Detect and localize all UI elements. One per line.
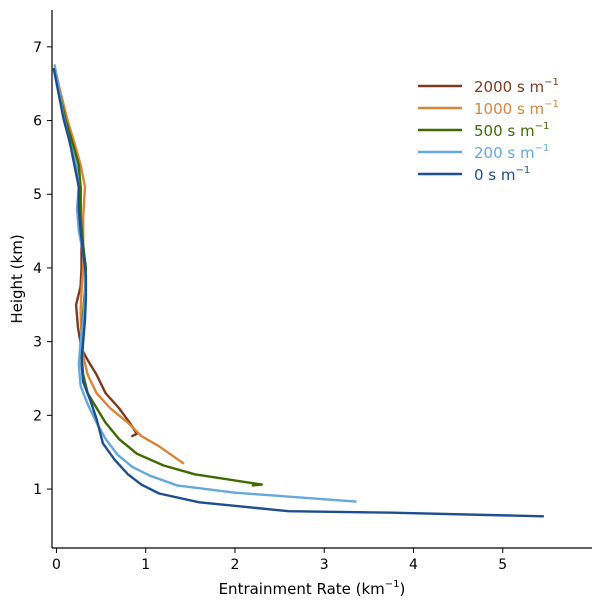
x-tick-label: 1 bbox=[141, 557, 150, 573]
y-tick-label: 1 bbox=[33, 482, 42, 498]
x-tick-label: 5 bbox=[498, 557, 507, 573]
legend-label-superscript: −1 bbox=[516, 165, 531, 176]
x-tick-label: 0 bbox=[52, 557, 61, 573]
legend-label-text: 0 s m bbox=[474, 166, 516, 184]
legend-label-text: 200 s m bbox=[474, 144, 535, 162]
y-tick-label: 3 bbox=[33, 335, 42, 351]
y-tick-label: 2 bbox=[33, 408, 42, 424]
legend-label-1: 1000 s m−1 bbox=[474, 99, 559, 118]
x-axis-label: Entrainment Rate (km−1) bbox=[219, 579, 406, 598]
legend-label-3: 200 s m−1 bbox=[474, 143, 549, 162]
legend-label-4: 0 s m−1 bbox=[474, 165, 530, 184]
legend-label-text: 1000 s m bbox=[474, 100, 544, 118]
legend-label-text: 2000 s m bbox=[474, 78, 544, 96]
series-lines bbox=[52, 64, 545, 518]
x-axis-label-main: Entrainment Rate (km bbox=[219, 580, 385, 598]
x-axis-label-end: ) bbox=[400, 580, 406, 598]
y-axis-label: Height (km) bbox=[8, 234, 26, 323]
y-tick-label: 5 bbox=[33, 187, 42, 203]
series-line-4 bbox=[52, 67, 545, 518]
x-tick-label: 3 bbox=[320, 557, 329, 573]
x-axis-label-superscript: −1 bbox=[385, 579, 400, 590]
y-tick-label: 4 bbox=[33, 261, 42, 277]
legend-label-superscript: −1 bbox=[535, 121, 550, 132]
legend-label-superscript: −1 bbox=[544, 99, 559, 110]
y-axis-ticks: 1 2 3 4 5 6 7 bbox=[33, 40, 52, 498]
legend-label-superscript: −1 bbox=[535, 143, 550, 154]
x-axis-ticks: 0 1 2 3 4 5 bbox=[52, 548, 507, 573]
y-tick-label: 7 bbox=[33, 40, 42, 56]
x-tick-label: 2 bbox=[231, 557, 240, 573]
x-tick-label: 4 bbox=[409, 557, 418, 573]
legend-label-2: 500 s m−1 bbox=[474, 121, 549, 140]
legend-label-text: 500 s m bbox=[474, 122, 535, 140]
series-line-2 bbox=[55, 78, 263, 487]
legend-label-0: 2000 s m−1 bbox=[474, 77, 559, 96]
legend-label-superscript: −1 bbox=[544, 77, 559, 88]
y-tick-label: 6 bbox=[33, 114, 42, 130]
series-line-1 bbox=[55, 75, 185, 465]
